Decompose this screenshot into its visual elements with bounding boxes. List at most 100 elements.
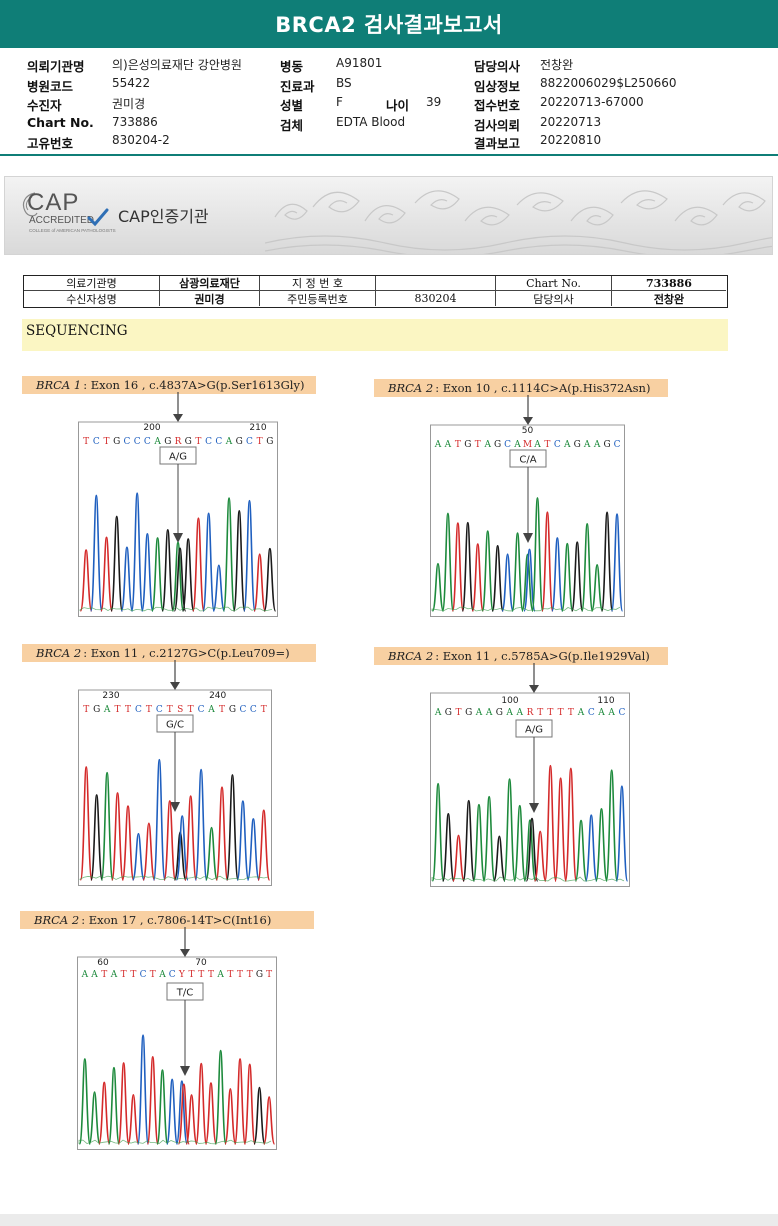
base-letter: C bbox=[504, 440, 511, 450]
position-label: 210 bbox=[249, 423, 266, 433]
trace-peak bbox=[243, 499, 256, 612]
base-letter: T bbox=[537, 708, 543, 718]
base-letter: T bbox=[547, 708, 553, 718]
trace-peak bbox=[462, 799, 476, 882]
base-letter: C bbox=[134, 437, 141, 447]
variant-label-2: BRCA 2 : Exon 10 , c.1114C>A(p.His372Asn… bbox=[374, 379, 668, 397]
trace-peak bbox=[131, 832, 145, 881]
cap-accredited-text: ACCREDITED bbox=[29, 215, 95, 226]
trace-peak bbox=[225, 774, 239, 881]
doctor-label: 담당의사 bbox=[474, 59, 521, 74]
unique-label: 고유번호 bbox=[27, 136, 74, 151]
base-letter: A bbox=[607, 708, 615, 718]
trace-peak bbox=[605, 769, 619, 882]
sequencing-band bbox=[22, 319, 728, 351]
ward-label: 병동 bbox=[280, 59, 304, 74]
base-letter: C bbox=[140, 970, 147, 980]
pt-inst-value: 삼광의료재단 bbox=[160, 276, 260, 291]
cap-checkmark-icon bbox=[87, 208, 109, 227]
base-letter: G bbox=[494, 440, 501, 450]
pt-chart-value: 733886 bbox=[612, 276, 726, 291]
trace-peak bbox=[89, 494, 103, 612]
variant-gene: BRCA 2 bbox=[388, 649, 434, 663]
base-letter: A bbox=[444, 440, 452, 450]
base-letter: G bbox=[266, 437, 273, 447]
base-letter: A bbox=[225, 437, 233, 447]
trace-peak bbox=[533, 830, 547, 882]
base-letter: T bbox=[83, 705, 89, 715]
base-letter: G bbox=[464, 440, 471, 450]
hospital-code-value: 55422 bbox=[112, 76, 151, 90]
base-letter: A bbox=[513, 440, 521, 450]
trace-peak bbox=[107, 1066, 121, 1145]
pointer-arrow bbox=[173, 414, 183, 422]
base-letter: T bbox=[219, 705, 225, 715]
chromatogram-4: 100 110 A G T G A A G A A R T T T T A C A A C A/G bbox=[430, 663, 630, 887]
base-letter: G bbox=[236, 437, 243, 447]
trace-peak bbox=[595, 808, 608, 882]
trace-peak bbox=[136, 1034, 150, 1145]
variant-label-4: BRCA 2 : Exon 11 , c.5785A>G(p.Ile1929Va… bbox=[374, 647, 668, 665]
trace-peak bbox=[212, 564, 226, 612]
trace-peak bbox=[570, 541, 584, 612]
base-letter: C bbox=[614, 440, 621, 450]
trace-peak bbox=[492, 835, 506, 882]
base-letter: A bbox=[216, 970, 224, 980]
trace-peak bbox=[233, 1058, 247, 1145]
trace-peak bbox=[177, 1083, 190, 1145]
base-letter: A bbox=[158, 970, 166, 980]
base-letter: T bbox=[130, 970, 136, 980]
base-letter: C bbox=[554, 440, 561, 450]
trace-peak bbox=[523, 819, 537, 882]
base-letter: T bbox=[247, 970, 253, 980]
position-label: 60 bbox=[97, 958, 109, 968]
trace-peak bbox=[471, 543, 485, 612]
chart-label: Chart No. bbox=[27, 115, 94, 130]
trace-peak bbox=[503, 778, 516, 882]
pt-inst-label: 의료기관명 bbox=[24, 276, 160, 291]
chromatogram-5: 60 70 A A T A T T C T A C Y T T T A T T T G T T/C bbox=[77, 927, 277, 1150]
base-letter: C bbox=[135, 705, 142, 715]
trace-peak bbox=[175, 815, 189, 881]
trace-peak bbox=[441, 512, 455, 612]
variant-label-1: BRCA 1 : Exon 16 , c.4837A>G(p.Ser1613Gl… bbox=[22, 376, 316, 394]
clinical-value: 8822006029$L250660 bbox=[540, 76, 677, 90]
call-label: C/A bbox=[519, 455, 536, 466]
pt-name-value: 권미경 bbox=[160, 291, 260, 306]
trace-peak bbox=[222, 497, 236, 612]
age-value: 39 bbox=[426, 95, 442, 109]
position-label: 230 bbox=[102, 691, 119, 701]
base-letter: T bbox=[475, 440, 481, 450]
trace-peak bbox=[202, 512, 216, 612]
base-letter: T bbox=[544, 440, 550, 450]
pointer-arrow bbox=[180, 949, 190, 957]
trace-peak bbox=[263, 1096, 276, 1145]
specimen-value: EDTA Blood bbox=[336, 115, 406, 129]
trace-peak bbox=[531, 497, 544, 612]
base-letter: G bbox=[445, 708, 452, 718]
base-letter: M bbox=[523, 440, 532, 450]
cap-banner: CAP ACCREDITED COLLEGE of AMERICAN PATHO… bbox=[4, 176, 773, 255]
trace-peak bbox=[205, 826, 219, 881]
trace-peak bbox=[142, 822, 156, 881]
base-letter: T bbox=[558, 708, 564, 718]
base-letter: S bbox=[177, 705, 183, 715]
base-letter: G bbox=[496, 708, 503, 718]
base-letter: T bbox=[227, 970, 233, 980]
trace-peak bbox=[482, 795, 496, 882]
trace-peak bbox=[243, 1063, 256, 1145]
trace-peak bbox=[171, 541, 185, 612]
base-letter: A bbox=[485, 708, 493, 718]
base-letter: T bbox=[101, 970, 107, 980]
base-letter: A bbox=[533, 440, 541, 450]
trace-peak bbox=[121, 805, 135, 881]
base-letter: R bbox=[175, 437, 182, 447]
base-letter: T bbox=[167, 705, 173, 715]
variant-detail: : Exon 17 , c.7806-14T>C(Int16) bbox=[81, 913, 272, 927]
dept-label: 진료과 bbox=[280, 79, 315, 94]
base-letter: T bbox=[115, 705, 121, 715]
trace-peak bbox=[431, 782, 445, 882]
position-label: 200 bbox=[143, 423, 160, 433]
request-label: 검사의뢰 bbox=[474, 118, 521, 133]
variant-label-5: BRCA 2 : Exon 17 , c.7806-14T>C(Int16) bbox=[20, 911, 314, 929]
